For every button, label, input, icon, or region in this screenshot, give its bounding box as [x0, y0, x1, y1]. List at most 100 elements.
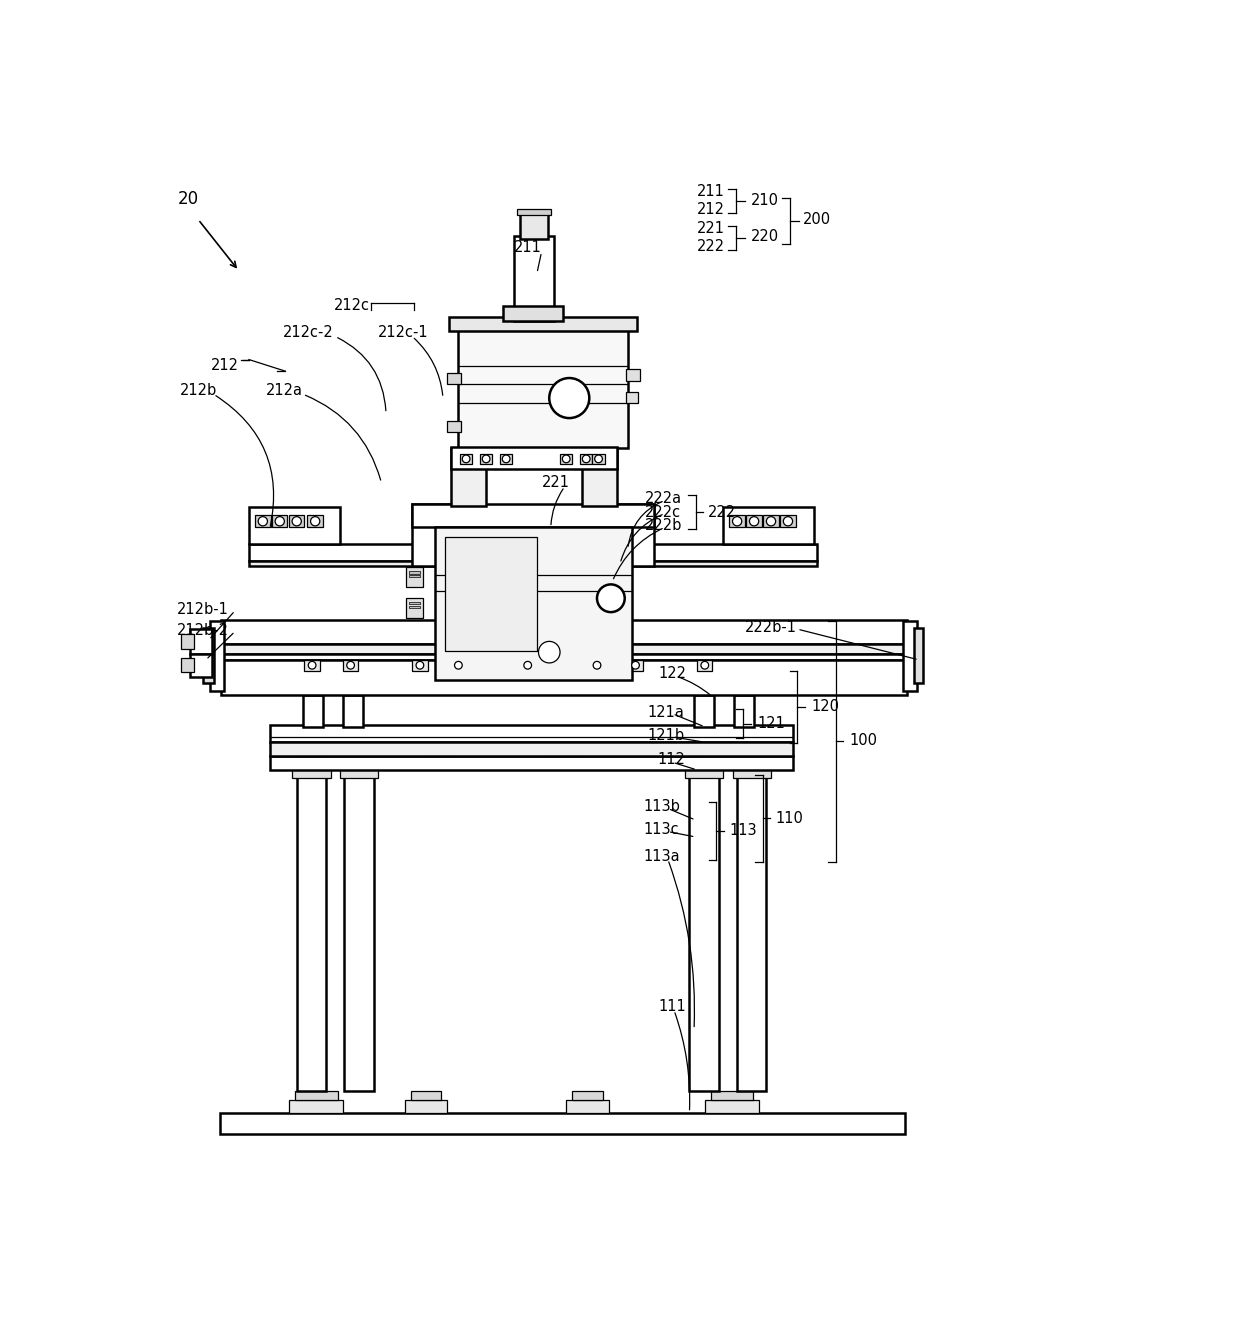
Circle shape — [749, 517, 759, 526]
Bar — [295, 1092, 337, 1101]
Bar — [249, 507, 340, 544]
Circle shape — [596, 584, 625, 612]
Bar — [343, 660, 358, 671]
Bar — [459, 329, 627, 448]
Bar — [666, 742, 704, 756]
Text: 113: 113 — [729, 823, 758, 838]
Bar — [412, 505, 454, 566]
Bar — [704, 1101, 759, 1113]
Bar — [480, 453, 492, 465]
Text: 221: 221 — [542, 475, 569, 490]
Bar — [249, 562, 817, 566]
Bar — [582, 448, 618, 506]
Text: 222b-1: 222b-1 — [745, 620, 797, 635]
Bar — [304, 660, 320, 671]
Bar — [289, 1101, 343, 1113]
Circle shape — [593, 661, 601, 669]
Circle shape — [583, 456, 590, 462]
Circle shape — [631, 661, 640, 669]
Bar — [303, 695, 322, 726]
Text: 120: 120 — [811, 699, 839, 713]
Text: 111: 111 — [658, 999, 687, 1013]
Bar — [409, 575, 420, 578]
Bar — [221, 653, 906, 660]
Circle shape — [733, 517, 742, 526]
Bar — [409, 602, 420, 604]
Bar — [345, 776, 373, 1092]
Text: 200: 200 — [804, 212, 832, 227]
Bar — [444, 537, 537, 651]
Bar — [904, 622, 918, 691]
Bar — [729, 515, 745, 527]
Text: 212: 212 — [697, 202, 725, 216]
Circle shape — [766, 517, 776, 526]
Bar — [181, 633, 193, 649]
Bar — [446, 421, 461, 432]
Bar — [626, 369, 640, 381]
Text: 113a: 113a — [644, 850, 680, 865]
Bar — [219, 1113, 905, 1134]
Circle shape — [538, 641, 560, 663]
Bar — [513, 236, 554, 321]
Bar — [446, 373, 461, 384]
Text: 20: 20 — [177, 190, 198, 208]
Circle shape — [523, 661, 532, 669]
Bar — [567, 1101, 609, 1113]
Circle shape — [417, 661, 424, 669]
Text: 100: 100 — [849, 733, 878, 748]
Bar — [460, 453, 472, 465]
Bar — [733, 766, 771, 778]
Circle shape — [463, 456, 470, 462]
Bar — [296, 776, 326, 1092]
Text: 222: 222 — [708, 505, 737, 519]
Text: 122: 122 — [658, 667, 687, 681]
Bar — [589, 660, 605, 671]
Circle shape — [347, 661, 355, 669]
Text: 212c: 212c — [334, 299, 370, 313]
Bar — [500, 453, 512, 465]
Bar — [734, 695, 754, 726]
Text: 121a: 121a — [647, 705, 684, 720]
Bar — [450, 448, 486, 506]
Bar — [405, 567, 423, 587]
Bar — [412, 505, 653, 527]
Circle shape — [502, 456, 510, 462]
Text: 121: 121 — [758, 716, 785, 730]
Text: 110: 110 — [776, 811, 804, 826]
Text: 212b: 212b — [180, 382, 217, 398]
Bar — [560, 453, 573, 465]
Bar — [780, 515, 796, 527]
Circle shape — [310, 517, 320, 526]
Bar — [255, 515, 270, 527]
Text: 211: 211 — [697, 185, 725, 199]
Circle shape — [309, 661, 316, 669]
Text: 112: 112 — [657, 753, 684, 768]
Text: 222: 222 — [697, 239, 725, 254]
Circle shape — [275, 517, 284, 526]
Text: 221: 221 — [697, 222, 725, 236]
Text: 210: 210 — [751, 194, 779, 208]
Bar — [435, 527, 632, 680]
Bar — [410, 1092, 441, 1101]
Circle shape — [701, 661, 708, 669]
Bar — [517, 208, 551, 215]
Text: 212c-1: 212c-1 — [377, 325, 428, 340]
Bar — [737, 776, 766, 1092]
Bar — [289, 515, 304, 527]
Bar — [270, 742, 794, 756]
Bar — [340, 766, 378, 778]
Text: 121b: 121b — [647, 728, 684, 742]
Bar — [626, 392, 637, 402]
Bar — [450, 660, 466, 671]
Text: 212: 212 — [211, 359, 238, 373]
Bar — [412, 660, 428, 671]
Bar — [746, 515, 761, 527]
Bar — [270, 725, 794, 742]
Bar — [272, 515, 288, 527]
Bar — [211, 622, 224, 691]
Text: 220: 220 — [751, 228, 779, 244]
Bar — [221, 660, 906, 695]
Bar — [293, 766, 331, 778]
Bar — [593, 453, 605, 465]
Bar — [684, 766, 723, 778]
